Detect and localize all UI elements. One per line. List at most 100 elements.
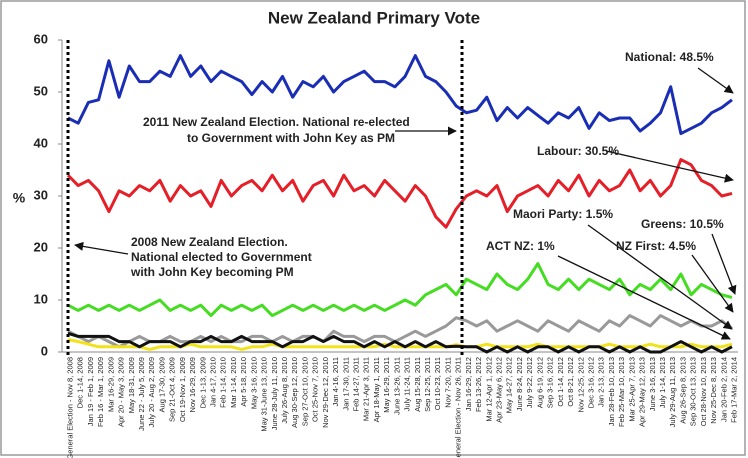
x-tick-label: Sep 27-Oct 10, 2010: [300, 357, 309, 426]
x-tick-label: Feb 14-27, 2011: [352, 357, 361, 412]
x-tick-label: Feb 13-26, 2012: [474, 357, 483, 412]
y-tick-label: 10: [34, 291, 48, 306]
annotation: with John Key becoming PM: [130, 265, 294, 279]
annotation: to Government with John Key as PM: [187, 131, 395, 145]
x-tick-label: July 1-14, 2013: [658, 357, 667, 408]
x-tick-label: Aug 26-Sep 8, 2013: [678, 357, 687, 424]
x-tick-label: July 11-24, 2011: [403, 357, 412, 411]
y-tick-label: 60: [34, 31, 48, 46]
x-tick-label: July 29-Aug 11, 2013: [668, 357, 677, 427]
x-tick-label: Jan 16-29, 2012: [464, 357, 473, 411]
x-tick-label: Nov 7-20, 2011: [443, 357, 452, 408]
x-tick-label: Sep 12-25, 2011: [423, 357, 432, 412]
x-tick-label: Apr 18-May 1, 2011: [372, 357, 381, 422]
y-tick-label: 30: [34, 187, 48, 202]
x-tick-label: Jan 28-Feb 10, 2013: [607, 357, 616, 426]
y-tick-label: 0: [41, 343, 48, 358]
x-tick-label: Oct 25-Nov 7, 2010: [311, 357, 320, 422]
x-tick-label: July 26-Aug 8, 2010: [280, 357, 289, 424]
x-tick-label: Dec 1-14, 2008: [76, 357, 85, 408]
chart-title: New Zealand Primary Vote: [268, 8, 480, 27]
annotation: ACT NZ: 1%: [486, 239, 555, 253]
x-tick-label: June 28-July 11, 2010: [270, 357, 279, 430]
y-tick-label: 50: [34, 83, 48, 98]
x-tick-label: Apr 20 - May 3, 2009: [117, 357, 126, 427]
x-tick-label: Dec 3-16, 2012: [586, 357, 595, 408]
x-tick-label: Feb 25-Mar 10, 2013: [617, 357, 626, 427]
y-tick-label: 20: [34, 239, 48, 254]
annotation: NZ First: 4.5%: [616, 239, 696, 253]
x-tick-label: Dec 1-13, 2009: [198, 357, 207, 408]
x-tick-label: Nov 12-25, 2012: [576, 357, 585, 412]
arrow: [697, 67, 734, 94]
x-tick-label: Nov 25-Dec 8, 2013: [709, 357, 718, 424]
x-tick-label: Aug 15-28, 2011: [413, 357, 422, 412]
arrow: [711, 233, 737, 295]
x-tick-label: Jan 2-13, 2013: [597, 357, 606, 407]
x-tick-label: July 9-22, 2012: [525, 357, 534, 408]
x-tick-label: Jan 17-30, 2011: [341, 357, 350, 411]
x-tick-label: Jan 4-16, 2011: [331, 357, 340, 406]
x-tick-label: Sep 21-Oct 4, 2009: [168, 357, 177, 422]
x-tick-label: Mar 16-29, 2009: [106, 357, 115, 412]
x-tick-label: Aug 30-Sep 12, 2010: [290, 357, 299, 428]
y-axis-label: %: [13, 190, 26, 206]
x-tick-label: July 20 - Aug 2, 2009: [147, 357, 156, 427]
x-tick-label: May 14-27, 2012: [505, 357, 514, 413]
series-line: [66, 158, 733, 229]
annotation: Labour: 30.5%: [537, 144, 619, 158]
x-tick-label: Oct 1-14, 2012: [556, 357, 565, 407]
series-line: [67, 262, 733, 318]
x-tick-label: Oct 10-23, 2011: [433, 357, 442, 410]
x-tick-label: Nov 16-29, 2009: [188, 357, 197, 412]
x-tick-label: Sep 30-Oct 13, 2013: [689, 357, 698, 426]
series-line: [67, 331, 733, 354]
x-tick-label: June 22 - July 5, 2009: [137, 357, 146, 431]
x-tick-label: Apr 5-18, 2010: [239, 357, 248, 407]
x-tick-label: Mar 21-Apr 3, 2011: [362, 357, 371, 421]
annotation: 2011 New Zealand Election. National re-e…: [143, 115, 410, 129]
x-tick-label: General Election - Nov 26, 2011: [454, 357, 463, 458]
x-tick-label: Feb 16 - Mar 1, 2009: [96, 357, 105, 427]
arrows: [74, 67, 737, 340]
annotation: Greens: 10.5%: [641, 217, 724, 231]
x-tick-label: Sep 3-16, 2012: [546, 357, 555, 408]
x-tick-label: Nov 29-Dec 12, 2010: [321, 357, 330, 428]
arrow: [691, 254, 734, 313]
arrow: [557, 255, 731, 340]
arrow: [587, 224, 733, 330]
x-tick-label: May 18-31, 2009: [127, 357, 136, 413]
x-tick-label: June 3-16, 2013: [648, 357, 657, 411]
series-line: [67, 314, 733, 349]
x-tick-label: Oct 8-21, 2012: [566, 357, 575, 407]
x-tick-label: Feb 17-Mar 2, 2014: [729, 357, 738, 423]
arrow: [605, 150, 734, 183]
x-tick-label: Feb 1-14, 2010: [219, 357, 228, 408]
x-tick-label: Mar 25-Apr 7, 2013: [627, 357, 636, 422]
y-tick-label: 40: [34, 135, 48, 150]
x-tick-label: Oct 19-Nov 1, 2009: [178, 357, 187, 422]
x-tick-label: Aug 17-30, 2009: [157, 357, 166, 412]
plot-area: 0 10 20 30 40 50 60 General Election - Nov 8, 2…: [34, 31, 739, 458]
x-tick-label: Apr 29-May 12, 2013: [638, 357, 647, 427]
x-tick-label: Oct 28-Nov 10, 2013: [699, 357, 708, 426]
x-tick-label: Mar 1-14, 2010: [229, 357, 238, 408]
x-tick-label: May 16-29, 2011: [382, 357, 391, 413]
x-tick-label: May 31-June 13, 2010: [260, 357, 269, 432]
x-tick-label: June 8-24, 2012: [515, 357, 524, 411]
arrow: [74, 241, 129, 255]
series-line: [67, 54, 733, 136]
annotation: Maori Party: 1.5%: [513, 207, 613, 221]
x-tick-label: Mar 12-Apr 1, 2012: [484, 357, 493, 422]
x-tick-label: May 3-16, 2010: [249, 357, 258, 409]
annotation: National elected to Government: [131, 250, 312, 264]
x-tick-label: Jan 19 - Feb 1, 2009: [86, 357, 95, 426]
x-tick-label: June 13-26, 2011: [392, 357, 401, 415]
x-tick-label: Apr 23-May 6, 2012: [495, 357, 504, 423]
x-tick-label: General Election - Nov 8, 2008: [65, 357, 74, 458]
x-tick-label: Jan 4-17, 2010: [208, 357, 217, 407]
annotation: National: 48.5%: [625, 50, 714, 64]
annotation: 2008 New Zealand Election.: [131, 235, 288, 249]
